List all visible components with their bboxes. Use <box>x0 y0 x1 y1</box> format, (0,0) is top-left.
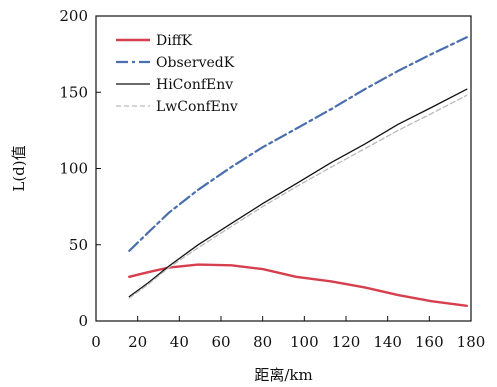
x-tick-label: 20 <box>128 333 147 351</box>
axis-layer: 0 20 40 60 80 100 120 140 160 180 0 50 100 150 200 <box>59 7 485 351</box>
legend-label-hiconfenv: HiConfEnv <box>156 77 233 93</box>
y-tick-label: 50 <box>69 236 88 254</box>
series-layer <box>128 36 468 307</box>
x-tick-label: 40 <box>170 333 189 351</box>
y-tick-label: 150 <box>59 83 88 101</box>
plot-area <box>95 15 472 322</box>
x-tick-label: 100 <box>290 333 319 351</box>
legend-label-diffk: DiffK <box>156 33 193 49</box>
x-tick-label: 80 <box>253 333 272 351</box>
y-tick-label: 0 <box>78 312 88 330</box>
x-tick-label: 140 <box>373 333 402 351</box>
series-line-lwconfenv <box>128 94 468 299</box>
x-axis-title: 距离/km <box>254 366 312 384</box>
y-axis-title: L(d)值 <box>10 145 28 191</box>
legend-label-observedk: ObservedK <box>156 55 235 71</box>
y-tick-label: 100 <box>59 160 88 178</box>
series-line-observedk <box>128 36 468 252</box>
x-tick-label: 180 <box>457 333 486 351</box>
x-tick-label: 60 <box>211 333 230 351</box>
x-tick-label: 120 <box>332 333 361 351</box>
x-tick-label: 160 <box>415 333 444 351</box>
x-tick-label: 0 <box>91 333 101 351</box>
plot-frame <box>95 15 472 322</box>
series-line-hiconfenv <box>128 88 468 298</box>
legend-label-lwconfenv: LwConfEnv <box>156 99 238 115</box>
legend: DiffK ObservedK HiConfEnv LwConfEnv <box>116 33 238 115</box>
series-line-diffk <box>128 263 468 307</box>
y-tick-label: 200 <box>59 7 88 25</box>
